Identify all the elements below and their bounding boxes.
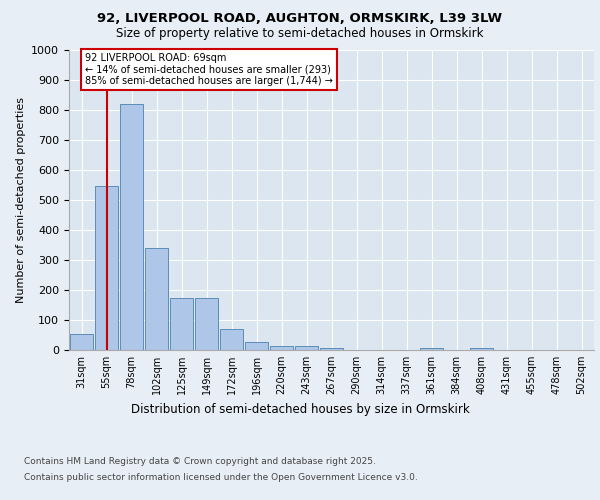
Bar — [270, 346, 293, 350]
Text: Contains public sector information licensed under the Open Government Licence v3: Contains public sector information licen… — [24, 472, 418, 482]
Bar — [245, 342, 268, 350]
Bar — [170, 298, 193, 350]
Bar — [220, 329, 243, 350]
Text: 92, LIVERPOOL ROAD, AUGHTON, ORMSKIRK, L39 3LW: 92, LIVERPOOL ROAD, AUGHTON, ORMSKIRK, L… — [97, 12, 503, 26]
Text: Distribution of semi-detached houses by size in Ormskirk: Distribution of semi-detached houses by … — [131, 402, 469, 415]
Text: Size of property relative to semi-detached houses in Ormskirk: Size of property relative to semi-detach… — [116, 28, 484, 40]
Bar — [120, 104, 143, 350]
Text: Contains HM Land Registry data © Crown copyright and database right 2025.: Contains HM Land Registry data © Crown c… — [24, 458, 376, 466]
Text: 92 LIVERPOOL ROAD: 69sqm
← 14% of semi-detached houses are smaller (293)
85% of : 92 LIVERPOOL ROAD: 69sqm ← 14% of semi-d… — [85, 53, 333, 86]
Bar — [470, 348, 493, 350]
Y-axis label: Number of semi-detached properties: Number of semi-detached properties — [16, 97, 26, 303]
Bar — [420, 348, 443, 350]
Bar — [95, 186, 118, 350]
Bar — [195, 298, 218, 350]
Bar — [295, 346, 318, 350]
Bar — [145, 248, 168, 350]
Bar — [320, 348, 343, 350]
Bar — [70, 334, 93, 350]
